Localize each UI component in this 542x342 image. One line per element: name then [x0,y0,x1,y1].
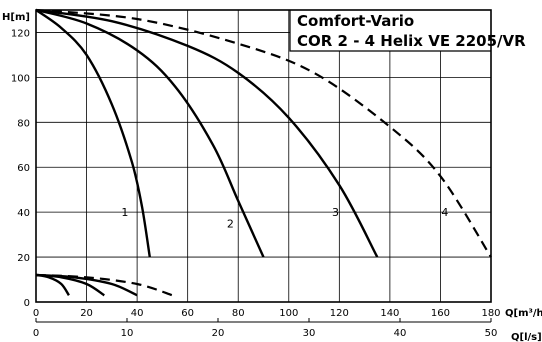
bottom-curves [35,273,173,297]
x-tick-label: 140 [380,308,399,319]
x-tick-label: 0 [33,308,39,319]
x2-tick-labels: 0 10 20 30 40 50 [33,318,498,339]
curve-4 [35,8,492,258]
x-axis-label: Q[m³/h] [505,308,542,319]
x-tick-label: 100 [279,308,298,319]
x2-tick-label: 30 [303,328,316,339]
y-tick-label: 120 [11,28,30,39]
chart-subtitle: COR 2 - 4 Helix VE 2205/VR [297,32,526,50]
x-tick-label: 180 [481,308,500,319]
y-tick-label: 0 [24,298,30,309]
y-axis-label: H[m] [2,12,30,23]
title-box [289,10,491,52]
y-tick-labels: 0 20 40 60 80 100 120 [11,28,30,309]
x2-tick-label: 50 [485,328,498,339]
y-tick-label: 40 [17,208,30,219]
chart-title: Comfort-Vario [297,12,414,30]
x-tick-label: 60 [181,308,194,319]
x2-axis-label: Q[l/s] [511,332,542,342]
curve-label-4: 4 [441,206,448,219]
curve-1 [35,9,151,258]
curve-label-3: 3 [332,206,339,219]
x-tick-label: 20 [80,308,93,319]
curve-label-2: 2 [227,217,234,230]
x2-tick-label: 40 [394,328,407,339]
curve-labels: 1 2 3 4 [121,206,448,230]
x2-tick-label: 0 [33,328,39,339]
x-tick-label: 120 [330,308,349,319]
x2-tick-label: 20 [212,328,225,339]
curves [35,8,492,258]
x-tick-labels: 0 20 40 60 80 100 120 140 160 180 [33,308,501,319]
bottom-curve-4 [35,273,173,297]
curve-label-1: 1 [121,206,128,219]
x-tick-label: 40 [131,308,144,319]
y-tick-label: 20 [17,253,30,264]
curve-2 [35,8,265,258]
y-tick-label: 60 [17,163,30,174]
curve-3 [35,8,379,258]
x-tick-label: 160 [431,308,450,319]
plot-frame [35,9,492,303]
x2-tick-label: 10 [121,328,134,339]
y-tick-label: 80 [17,118,30,129]
x-tick-label: 80 [232,308,245,319]
y-tick-label: 100 [11,73,30,84]
